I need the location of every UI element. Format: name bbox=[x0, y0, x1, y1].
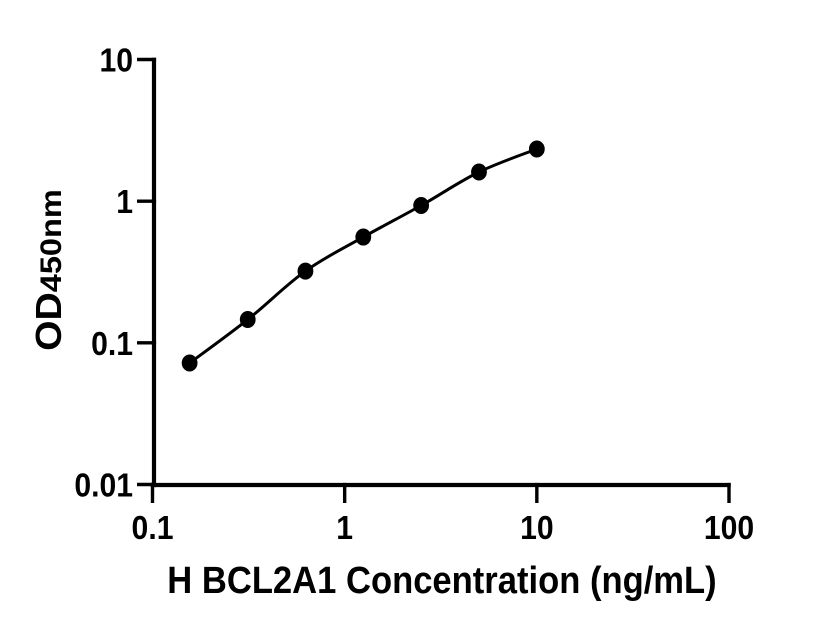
data-point-3 bbox=[355, 228, 372, 246]
data-point-5 bbox=[471, 163, 487, 181]
y-tick-label-1: 1 bbox=[116, 183, 133, 221]
data-point-2 bbox=[297, 262, 314, 280]
y-tick-label-10: 10 bbox=[99, 41, 133, 79]
plot-marks: 0.1 1 10 100 0.01 0.1 1 10 bbox=[74, 41, 754, 546]
x-tick-label-0.1: 0.1 bbox=[132, 509, 174, 547]
data-point-6 bbox=[528, 140, 545, 158]
y-tick-label-0.01: 0.01 bbox=[74, 466, 133, 504]
y-tick-label-0.1: 0.1 bbox=[91, 324, 133, 362]
x-tick-label-1: 1 bbox=[336, 509, 353, 547]
y-axis-title-sub: 450nm bbox=[34, 189, 68, 292]
y-axis-title: OD450nm bbox=[28, 189, 68, 351]
data-point-1 bbox=[239, 311, 256, 329]
x-axis-title: H BCL2A1 Concentration (ng/mL) bbox=[167, 558, 716, 601]
standard-curve-line bbox=[188, 147, 538, 365]
y-axis-title-main: OD bbox=[28, 292, 68, 351]
x-tick-label-10: 10 bbox=[520, 509, 554, 547]
data-point-4 bbox=[413, 196, 430, 214]
x-tick-label-100: 100 bbox=[704, 509, 754, 547]
data-point-0 bbox=[181, 354, 198, 372]
